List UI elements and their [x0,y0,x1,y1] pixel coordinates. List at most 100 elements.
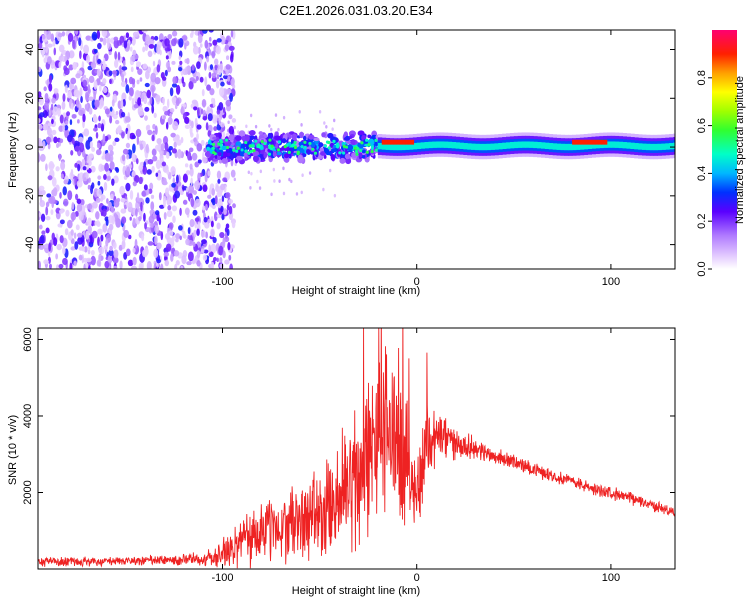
heatmap-cell [207,219,211,224]
heatmap-cell [154,144,161,151]
heatmap-cell [93,48,98,54]
heatmap-cell [86,164,90,170]
heatmap-cell [230,169,236,178]
heatmap-cell [90,255,96,266]
heatmap-cell [589,139,593,145]
heatmap-cell [359,148,363,153]
heatmap-cell [152,60,156,67]
heatmap-cell [207,170,211,177]
heatmap-cell [225,99,232,107]
heatmap-cell [653,143,659,151]
heatmap-cell [150,201,155,211]
heatmap-cell [235,155,243,161]
heatmap-cell [189,219,195,228]
heatmap-cell [163,212,167,220]
heatmap-cell [66,111,71,117]
heatmap-cell [171,30,178,37]
heatmap-cell [58,209,64,214]
heatmap-cell [126,153,130,160]
heatmap-cell [40,153,46,162]
heatmap-cell [50,33,55,42]
heatmap-cell [131,170,136,177]
heatmap-cell [164,69,168,77]
heatmap-cell [269,140,275,146]
heatmap-cell [128,234,132,240]
heatmap-cell [537,142,542,149]
heatmap-cell [99,84,102,92]
heatmap-cell [67,134,73,143]
heatmap-cell [310,141,316,148]
heatmap-cell [282,191,286,196]
heatmap-cell [533,141,538,149]
heatmap-cell [204,39,209,49]
heatmap-cell [129,216,132,221]
heatmap-cell [377,143,383,150]
heatmap-cell [228,254,232,261]
heatmap-cell [46,193,52,198]
heatmap-cell [92,115,98,124]
heatmap-cell [339,157,346,164]
heatmap-cell [268,138,272,142]
heatmap-cell [274,135,282,141]
heatmap-cell [146,124,151,130]
heatmap-cell [356,147,360,151]
heatmap-cell [43,86,47,92]
heatmap-cell [148,215,155,224]
heatmap-cell [70,150,74,156]
heatmap-cell [649,143,655,151]
heatmap-cell [365,150,369,154]
heatmap-cell [211,142,216,147]
heatmap-cell [214,195,218,205]
heatmap-cell [220,205,224,213]
heatmap-cell [46,30,52,41]
heatmap-cell [125,248,131,257]
heatmap-cell [583,139,587,145]
heatmap-cell [196,107,200,117]
heatmap-cell [39,195,43,203]
heatmap-cell [38,139,43,149]
heatmap-cell [203,61,207,71]
heatmap-cell [196,142,203,152]
heatmap-cell [303,140,307,144]
heatmap-cell [308,141,312,146]
heatmap-cell [82,166,87,171]
heatmap-cell [490,143,495,150]
heatmap-cell [150,194,155,199]
heatmap-cell [59,219,65,225]
heatmap-cell [41,34,46,40]
heatmap-cell [171,38,177,47]
heatmap-cell [260,149,265,155]
heatmap-cell [209,88,215,96]
heatmap-cell [125,142,131,149]
heatmap-cell [178,67,183,72]
heatmap-cell [81,158,86,167]
heatmap-cell [127,259,134,267]
heatmap-cell [665,143,670,150]
heatmap-cell [156,137,162,145]
heatmap-cell [107,201,112,209]
heatmap-cell [208,71,212,79]
heatmap-cell [165,151,170,159]
spectrogram-x-tick-label: 0 [414,276,420,288]
heatmap-cell [216,257,219,263]
heatmap-cell [213,211,218,222]
heatmap-cell [467,143,472,150]
heatmap-cell [192,241,196,247]
heatmap-cell [120,99,124,109]
heatmap-cell [506,142,511,149]
heatmap-cell [298,141,304,147]
heatmap-cell [216,38,222,43]
heatmap-cell [49,195,56,204]
heatmap-cell [175,174,179,184]
heatmap-cell [190,132,194,138]
heatmap-cell [111,70,118,75]
heatmap-cell [63,179,69,185]
heatmap-cell [158,217,162,226]
heatmap-cell [41,230,46,235]
heatmap-cell [120,197,126,203]
heatmap-cell [151,86,155,97]
heatmap-cell [202,184,208,192]
heatmap-cell [58,44,65,53]
heatmap-cell [96,220,100,226]
heatmap-cell [154,125,158,135]
